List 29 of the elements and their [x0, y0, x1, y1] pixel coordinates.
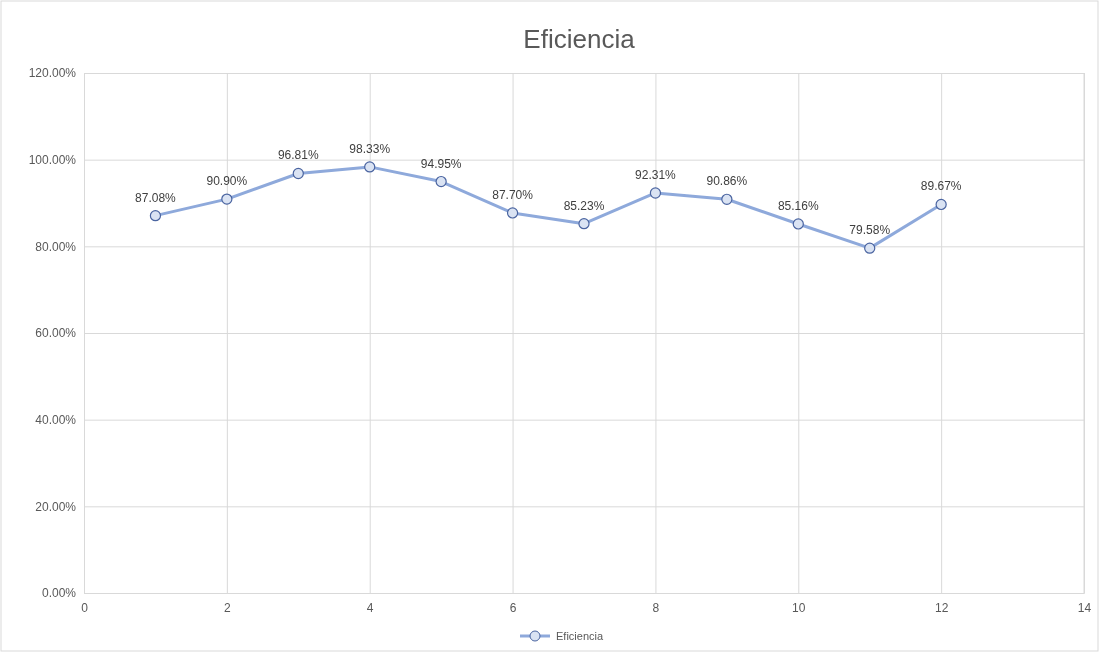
data-label: 89.67%: [920, 179, 962, 194]
data-label: 98.33%: [349, 141, 391, 156]
data-label: 79.58%: [849, 223, 891, 238]
x-tick-label: 0: [81, 600, 89, 615]
data-label: 92.31%: [635, 167, 677, 182]
x-tick-label: 6: [509, 600, 517, 615]
y-tick-label: 80.00%: [35, 239, 77, 254]
y-tick-label: 40.00%: [35, 413, 77, 428]
y-tick-label: 100.00%: [28, 153, 77, 168]
x-tick-label: 8: [652, 600, 660, 615]
data-label: 87.08%: [135, 190, 177, 205]
x-tick-label: 14: [1077, 600, 1092, 615]
chart-title: Eficiencia: [523, 24, 636, 54]
y-tick-label: 0.00%: [41, 586, 77, 601]
data-label: 87.70%: [492, 187, 534, 202]
data-label: 85.16%: [777, 198, 819, 213]
x-tick-label: 12: [934, 600, 949, 615]
data-label: 90.90%: [206, 174, 248, 189]
y-tick-label: 20.00%: [35, 499, 77, 514]
data-label: 90.86%: [706, 174, 748, 189]
x-tick-label: 2: [224, 600, 232, 615]
x-tick-label: 10: [792, 600, 806, 615]
y-tick-label: 120.00%: [28, 66, 77, 81]
x-tick-label: 4: [366, 600, 374, 615]
data-label: 96.81%: [277, 148, 319, 163]
data-label: 94.95%: [420, 156, 462, 171]
data-label: 85.23%: [563, 198, 605, 213]
legend-label: Eficiencia: [556, 630, 604, 642]
y-tick-label: 60.00%: [35, 326, 77, 341]
